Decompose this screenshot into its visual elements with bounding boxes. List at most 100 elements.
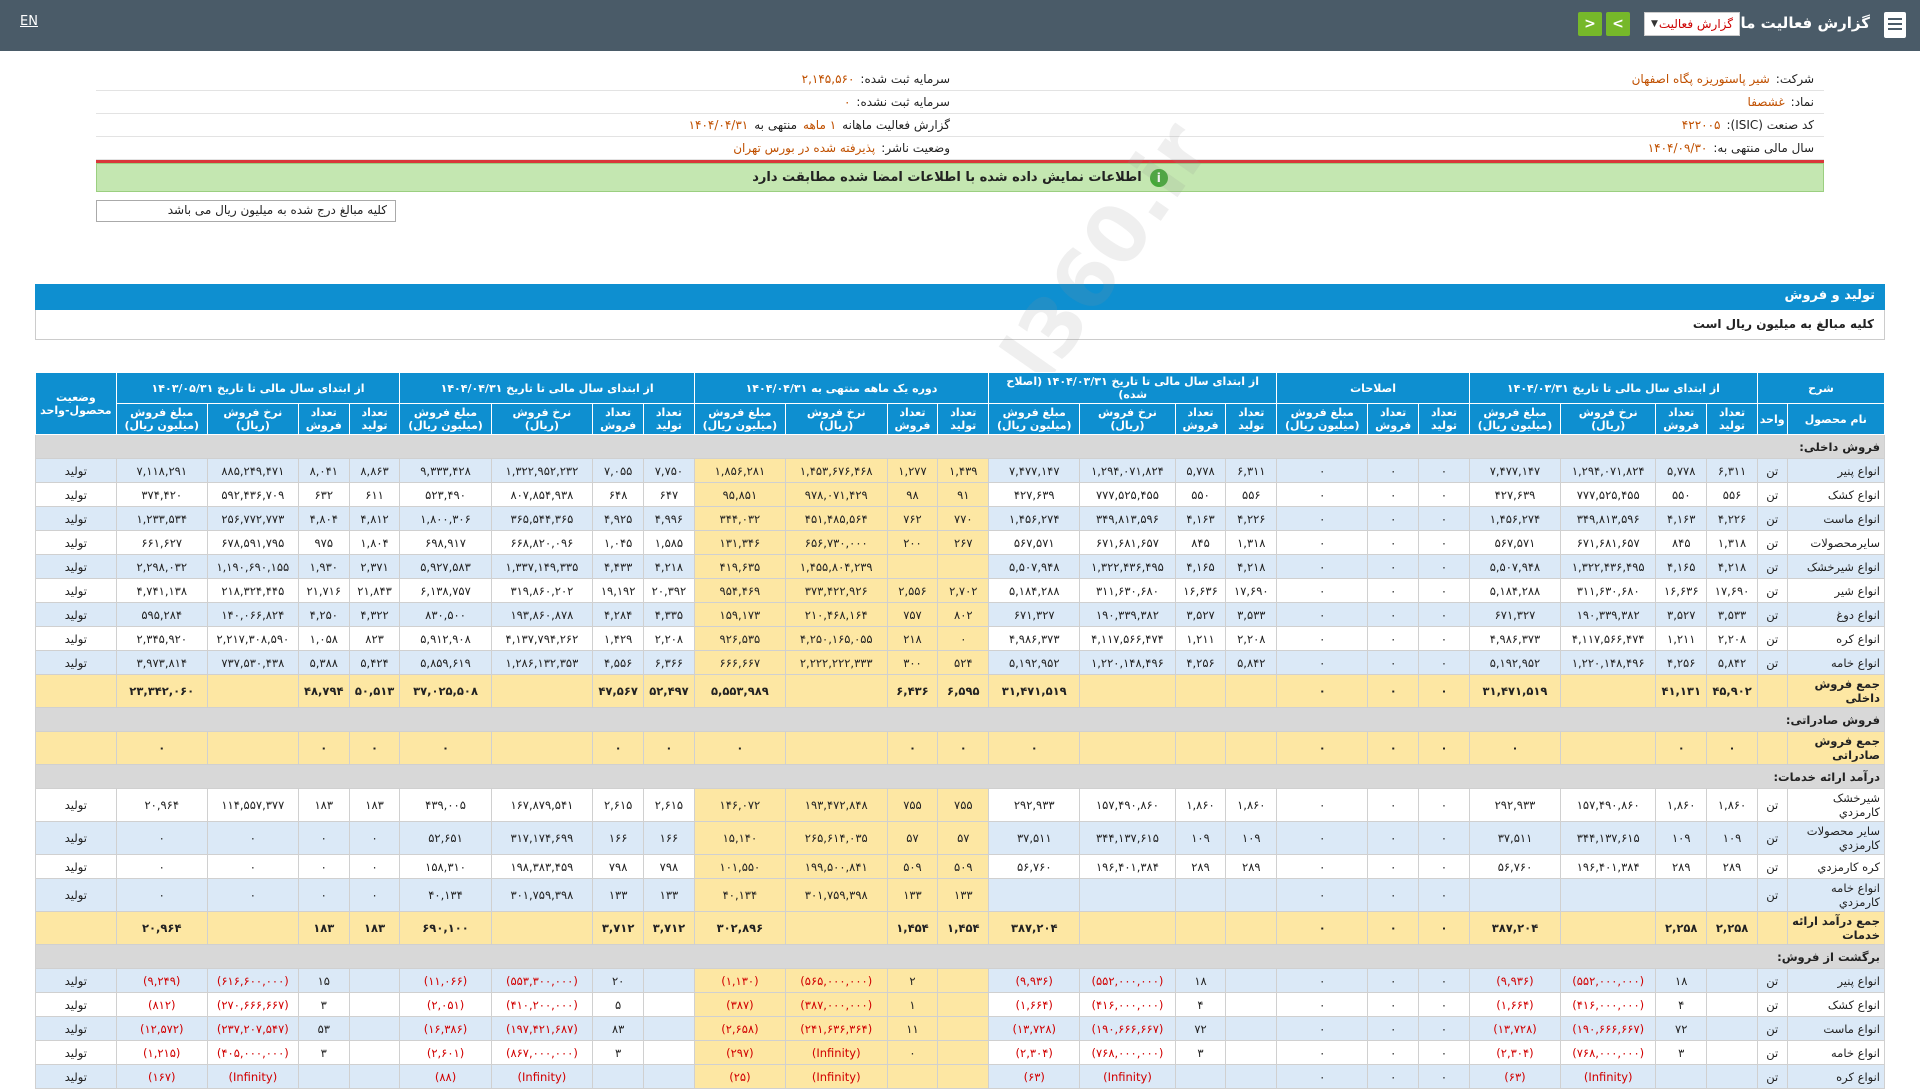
table-cell: ۲,۳۷۱ bbox=[348, 554, 401, 579]
table-cell: (۲,۳۰۴) bbox=[1468, 1040, 1562, 1065]
table-cell: (۱۹۷,۴۲۱,۶۸۷) bbox=[490, 1016, 594, 1041]
table-cell: ۳۴۹,۸۱۳,۵۹۶ bbox=[1079, 506, 1176, 531]
table-cell: ۸۰۷,۸۵۴,۹۳۸ bbox=[490, 482, 594, 507]
table-cell: (۵۵۲,۰۰۰,۰۰۰) bbox=[1079, 968, 1176, 993]
table-cell: ۴,۲۱۸ bbox=[643, 554, 695, 579]
table-cell: ۱,۸۰۴ bbox=[348, 530, 401, 555]
language-toggle-link[interactable]: EN bbox=[20, 14, 38, 29]
table-cell: ۰ bbox=[115, 821, 208, 855]
table-cell: ۴,۸۰۴ bbox=[297, 506, 350, 531]
prev-report-button[interactable]: < bbox=[1578, 12, 1602, 36]
table-row: سایرمحصولات تن ۱,۳۱۸ ۸۴۵ ۶۷۱,۶۸۱,۶۵۷ ۵۶۷,۵۷۱ ۰… bbox=[35, 530, 1886, 555]
table-cell bbox=[1225, 1040, 1278, 1065]
table-cell: ۲۰,۳۹۲ bbox=[643, 578, 695, 603]
table-cell: ۰ bbox=[1468, 731, 1562, 765]
table-cell: تن bbox=[1756, 530, 1788, 555]
table-cell: ۰ bbox=[1418, 911, 1470, 945]
table-cell: ۱۳۱,۳۴۶ bbox=[693, 530, 786, 555]
table-cell: ۴,۲۲۶ bbox=[1706, 506, 1758, 531]
table-group-row: فروش صادراتی: bbox=[35, 707, 1885, 732]
table-cell bbox=[937, 554, 990, 579]
table-cell: ۱,۲۲۰,۱۴۸,۴۹۶ bbox=[1560, 650, 1657, 675]
table-cell: ۷۹۸ bbox=[643, 854, 695, 879]
table-cell: ۰ bbox=[1276, 578, 1369, 603]
table-group-header: وضعیت محصول-واحد bbox=[35, 372, 117, 435]
table-column-header: مبلغ فروش (میلیون ریال) bbox=[988, 403, 1081, 435]
table-cell: ۱,۱۹۰,۶۹۰,۱۵۵ bbox=[206, 554, 299, 579]
symbol-link[interactable]: غشصفا bbox=[1747, 95, 1785, 109]
table-cell: ۲,۲۱۷,۳۰۸,۵۹۰ bbox=[206, 626, 299, 651]
table-cell: (۲,۶۰۱) bbox=[399, 1040, 492, 1065]
table-cell: ۲,۷۰۲ bbox=[937, 578, 990, 603]
unreg-capital-value: ۰ bbox=[843, 95, 851, 109]
table-cell: ۲۳,۳۴۲,۰۶۰ bbox=[115, 674, 208, 708]
table-cell: ۳۴۹,۸۱۳,۵۹۶ bbox=[1560, 506, 1657, 531]
table-cell: ۷,۴۷۷,۱۴۷ bbox=[1468, 458, 1562, 483]
table-cell: (۸۸) bbox=[399, 1064, 492, 1089]
table-cell bbox=[1225, 1064, 1278, 1089]
table-cell: ۳ bbox=[592, 1040, 645, 1065]
table-cell: ۰ bbox=[348, 821, 401, 855]
table-cell: (۱۹۰,۶۶۶,۶۶۷) bbox=[1560, 1016, 1657, 1041]
product-name-cell: انواع خامه bbox=[1786, 650, 1886, 675]
table-cell: ۳۱,۴۷۱,۵۱۹ bbox=[988, 674, 1081, 708]
table-cell: ۱۹۰,۳۳۹,۳۸۲ bbox=[1079, 602, 1176, 627]
company-info-panel: شرکت: شیر پاستوریزه پگاه اصفهان سرمایه ثب… bbox=[96, 68, 1824, 192]
table-cell: ۶۷۱,۳۲۷ bbox=[1468, 602, 1562, 627]
table-total-row: جمع فروش داخلی ۴۵,۹۰۲ ۴۱,۱۳۱ ۳۱,۴۷۱,۵۱۹ ۰ ۰ ۰ ۳… bbox=[35, 674, 1886, 708]
table-cell: تولید bbox=[35, 788, 117, 822]
table-cell: ۸,۸۶۳ bbox=[348, 458, 401, 483]
table-cell: ۰ bbox=[206, 854, 299, 879]
table-cell: (۱۳,۷۲۸) bbox=[1468, 1016, 1562, 1041]
table-cell: ۰ bbox=[115, 731, 208, 765]
table-group-label: برگشت از فروش: bbox=[35, 944, 1885, 969]
table-cell: ۵۰,۵۱۳ bbox=[348, 674, 401, 708]
table-cell: (۲,۳۰۴) bbox=[988, 1040, 1081, 1065]
table-cell: (۲,۰۵۱) bbox=[399, 992, 492, 1017]
table-cell: ۱,۸۵۶,۲۸۱ bbox=[693, 458, 786, 483]
table-column-header: تعداد فروش bbox=[1655, 403, 1708, 435]
table-cell: ۷۲ bbox=[1655, 1016, 1708, 1041]
table-cell bbox=[784, 674, 888, 708]
table-total-row: جمع درآمد ارائه خدمات ۲,۲۵۸ ۲,۲۵۸ ۳۸۷,۲۰۴ ۰ ۰… bbox=[35, 911, 1886, 945]
table-cell: تن bbox=[1756, 602, 1788, 627]
table-cell: ۵,۱۸۴,۲۸۸ bbox=[988, 578, 1081, 603]
table-cell bbox=[490, 731, 594, 765]
table-cell: ۲ bbox=[886, 968, 939, 993]
table-cell: تن bbox=[1756, 482, 1788, 507]
product-name-cell: سایر محصولات کارمزدي bbox=[1786, 821, 1886, 855]
report-type-select[interactable]: گزارش فعالیت ▼ bbox=[1644, 12, 1740, 36]
table-cell: ۵۵۶ bbox=[1225, 482, 1278, 507]
table-cell bbox=[1706, 992, 1758, 1017]
table-row: انواع کشک تن ۴ (۴۱۶,۰۰۰,۰۰۰) (۱,۶۶۴) ۰ ۰ ۰ ۴ (۴۱۶… bbox=[35, 992, 1886, 1017]
page-title: گزارش فعالیت ماهانه bbox=[1709, 14, 1870, 32]
table-cell: ۰ bbox=[1276, 968, 1369, 993]
table-column-header: تعداد فروش bbox=[886, 403, 939, 435]
table-cell bbox=[1468, 878, 1562, 912]
table-cell: ۴۳۹,۰۰۵ bbox=[399, 788, 492, 822]
table-cell: ۵,۴۲۴ bbox=[348, 650, 401, 675]
table-cell: ۴۰,۱۳۴ bbox=[399, 878, 492, 912]
table-cell: (Infinity) bbox=[1079, 1064, 1176, 1089]
table-cell: ۳,۵۲۷ bbox=[1174, 602, 1227, 627]
table-row: انواع خامه کارمزدي تن ۰ ۰ ۰ ۱۳۳ ۱۳۳ ۳۰۱,۷۵۹,۳۹۸… bbox=[35, 878, 1886, 912]
next-report-button[interactable]: > bbox=[1606, 12, 1630, 36]
table-cell: ۴,۹۸۶,۳۷۳ bbox=[988, 626, 1081, 651]
table-cell: ۲,۲۰۸ bbox=[1225, 626, 1278, 651]
table-cell bbox=[1560, 878, 1657, 912]
table-cell: ۴۱۹,۶۳۵ bbox=[693, 554, 786, 579]
table-cell: ۴,۹۲۵ bbox=[592, 506, 645, 531]
isic-value: ۴۲۲۰۰۵ bbox=[1681, 118, 1721, 132]
table-cell: ۰ bbox=[1367, 788, 1420, 822]
table-cell bbox=[1225, 911, 1278, 945]
table-cell: ۴,۱۳۷,۷۹۴,۲۶۲ bbox=[490, 626, 594, 651]
table-cell: ۸۳ bbox=[592, 1016, 645, 1041]
table-cell: ۰ bbox=[1418, 506, 1470, 531]
table-cell bbox=[297, 1064, 350, 1089]
reg-capital-value: ۲,۱۴۵,۵۶۰ bbox=[801, 72, 855, 86]
table-cell: ۱۸ bbox=[1655, 968, 1708, 993]
table-cell: ۰ bbox=[297, 878, 350, 912]
table-cell: ۱,۳۱۸ bbox=[1225, 530, 1278, 555]
table-cell: ۰ bbox=[1276, 626, 1369, 651]
table-cell: ۲۰ bbox=[592, 968, 645, 993]
